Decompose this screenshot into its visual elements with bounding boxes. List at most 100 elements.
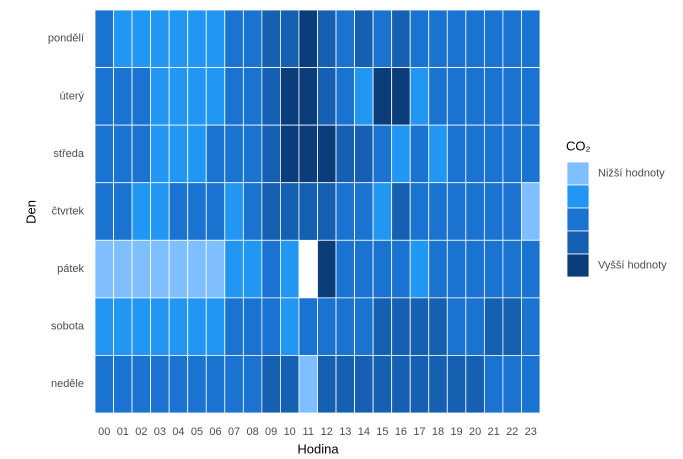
heatmap-cell <box>94 9 114 68</box>
heatmap-cell <box>94 355 114 414</box>
x-tick-label: 07 <box>228 426 240 438</box>
heatmap-cell <box>483 239 504 299</box>
heatmap-cell <box>242 124 263 184</box>
heatmap-cell <box>205 182 226 241</box>
x-tick-label: 00 <box>98 426 110 438</box>
heatmap-cell <box>131 297 152 356</box>
heatmap-cell <box>94 239 114 299</box>
x-tick-label: 09 <box>265 426 277 438</box>
heatmap-cell <box>465 239 485 299</box>
x-tick-label: 06 <box>209 426 221 438</box>
heatmap-cell <box>446 297 467 356</box>
heatmap-cell <box>94 297 114 356</box>
heatmap-cell <box>428 124 448 184</box>
heatmap-cell <box>521 124 541 184</box>
heatmap-cell <box>242 67 263 126</box>
heatmap-cell <box>372 67 393 126</box>
heatmap-cell <box>465 297 485 356</box>
x-tick-label: 01 <box>117 426 129 438</box>
heatmap-cell <box>483 297 504 356</box>
heatmap-cell <box>131 124 152 184</box>
heatmap-cell <box>372 355 393 414</box>
heatmap-cell <box>113 297 133 356</box>
heatmap-cell <box>428 239 448 299</box>
x-tick-label: 04 <box>172 426 184 438</box>
heatmap-cell <box>187 182 207 241</box>
heatmap-cell <box>409 239 430 299</box>
heatmap-cell <box>391 67 411 126</box>
heatmap-cell <box>298 355 318 414</box>
legend-key <box>566 161 590 186</box>
heatmap-cell <box>298 124 318 184</box>
heatmap-cell <box>335 239 355 299</box>
heatmap-cell <box>242 355 263 414</box>
heatmap-cell <box>261 297 281 356</box>
heatmap-cell <box>224 9 244 68</box>
heatmap-cell <box>446 124 467 184</box>
heatmap-cell <box>391 124 411 184</box>
heatmap-cell <box>168 239 189 299</box>
heatmap-cell <box>317 124 337 184</box>
heatmap-cell <box>261 355 281 414</box>
legend-key <box>566 207 590 232</box>
heatmap-cell <box>317 67 337 126</box>
heatmap-cell <box>280 124 300 184</box>
heatmap-cell <box>465 67 485 126</box>
x-tick-label: 02 <box>135 426 147 438</box>
legend-title: CO₂ <box>566 138 591 153</box>
y-tick-label: úterý <box>60 90 85 102</box>
heatmap-cell <box>521 355 541 414</box>
heatmap-cell <box>280 67 300 126</box>
heatmap-cell <box>317 239 337 299</box>
heatmap-cell <box>205 355 226 414</box>
heatmap-cell <box>335 297 355 356</box>
legend-label: Vyšší hodnoty <box>598 259 667 271</box>
heatmap-cell <box>446 9 467 68</box>
heatmap-cell <box>354 239 374 299</box>
heatmap-cell <box>150 67 170 126</box>
x-tick-label: 21 <box>488 426 500 438</box>
heatmap-cell <box>446 355 467 414</box>
heatmap-cell <box>261 67 281 126</box>
heatmap-cell <box>446 67 467 126</box>
legend-key <box>566 230 590 255</box>
heatmap-cell <box>465 182 485 241</box>
heatmap-cell <box>409 182 430 241</box>
heatmap-cell <box>205 67 226 126</box>
heatmap-cell <box>354 67 374 126</box>
heatmap-cell <box>521 182 541 241</box>
legend-key <box>566 253 590 278</box>
heatmap-cell <box>113 239 133 299</box>
heatmap-cell <box>150 9 170 68</box>
heatmap-cell <box>280 182 300 241</box>
heatmap-cell <box>391 182 411 241</box>
heatmap-cell <box>335 355 355 414</box>
heatmap-cell <box>94 124 114 184</box>
y-axis-title: Den <box>23 200 38 224</box>
x-tick-label: 17 <box>413 426 425 438</box>
heatmap-cell <box>280 239 300 299</box>
heatmap-cell <box>94 182 114 241</box>
heatmap-cell <box>168 355 189 414</box>
heatmap-cell <box>242 239 263 299</box>
heatmap-cell <box>205 124 226 184</box>
heatmap-cell <box>131 67 152 126</box>
heatmap-cell <box>446 239 467 299</box>
heatmap-cell <box>465 9 485 68</box>
heatmap-cell <box>280 355 300 414</box>
heatmap-cell <box>317 9 337 68</box>
heatmap-cell <box>224 239 244 299</box>
heatmap-cell <box>242 182 263 241</box>
heatmap-cell <box>502 124 522 184</box>
heatmap-cell <box>113 182 133 241</box>
x-tick-label: 03 <box>154 426 166 438</box>
heatmap-cell <box>483 67 504 126</box>
heatmap-cell <box>168 182 189 241</box>
x-tick-label: 15 <box>376 426 388 438</box>
heatmap-cell <box>280 9 300 68</box>
heatmap-cell <box>409 9 430 68</box>
x-tick-label: 14 <box>358 426 370 438</box>
heatmap-cell <box>205 297 226 356</box>
heatmap-cell <box>261 9 281 68</box>
